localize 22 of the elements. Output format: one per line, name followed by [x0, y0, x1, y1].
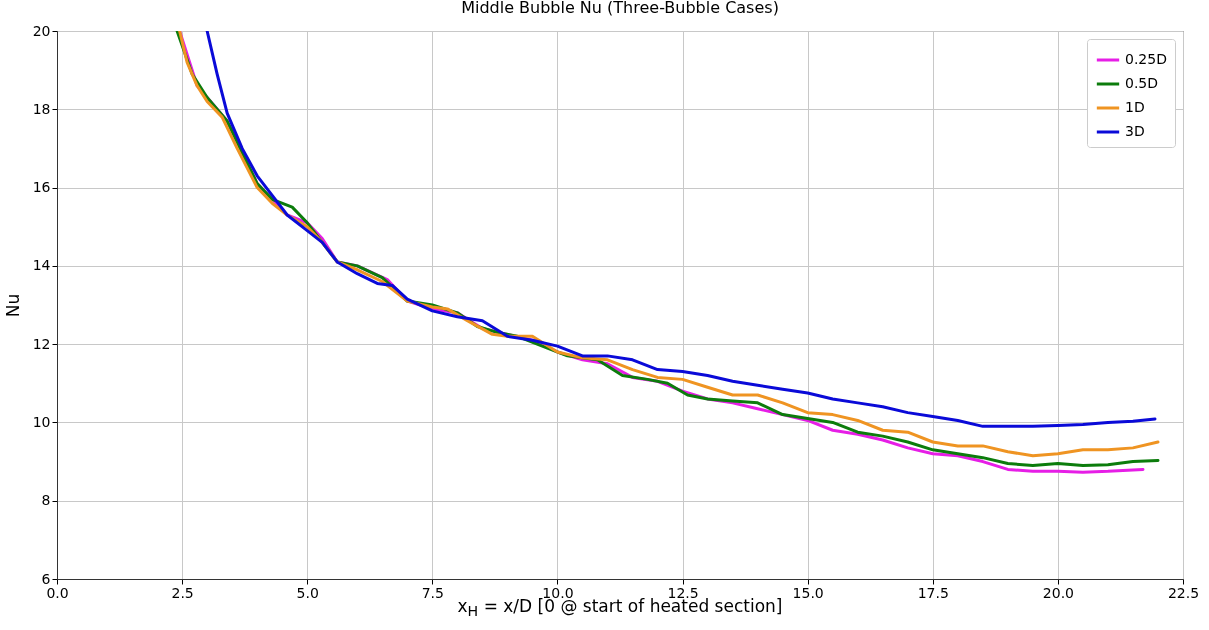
y-tick-label: 14 [32, 257, 51, 274]
y-axis-title: Nu [2, 293, 23, 318]
y-tick-label: 16 [32, 179, 51, 196]
x-tick-label: 7.5 [421, 584, 444, 601]
x-tick-label: 22.5 [1167, 584, 1200, 601]
y-tick-label: 20 [32, 22, 51, 39]
chart-title: Middle Bubble Nu (Three-Bubble Cases) [461, 0, 779, 17]
x-tick-label: 15.0 [792, 584, 824, 601]
y-tick-label: 8 [41, 492, 51, 509]
legend-label: 1D [1125, 99, 1145, 115]
legend-label: 3D [1125, 123, 1145, 139]
y-tick-label: 12 [32, 335, 51, 352]
legend-label: 0.25D [1125, 51, 1167, 67]
x-tick-label: 5.0 [296, 584, 319, 601]
x-tick-label: 2.5 [171, 584, 194, 601]
y-tick-label: 6 [41, 570, 51, 587]
x-tick-label: 20.0 [1042, 584, 1074, 601]
y-tick-label: 18 [32, 100, 51, 117]
y-tick-label: 10 [32, 413, 51, 430]
x-tick-label: 17.5 [917, 584, 949, 601]
legend-label: 0.5D [1125, 75, 1159, 91]
x-tick-label: 0.0 [46, 584, 69, 601]
